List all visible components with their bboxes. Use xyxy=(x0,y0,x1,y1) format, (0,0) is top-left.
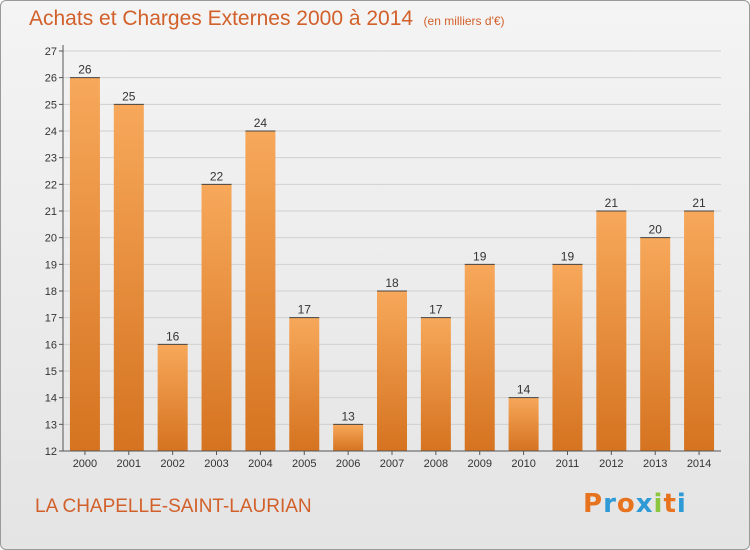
bar-value-label: 17 xyxy=(429,303,443,317)
axis-layer: 12 13 14 15 16 17 18 19 20 21 22 23 24 25 26 27 2000 2001… xyxy=(45,45,721,470)
proxiti-logo[interactable]: Proxiti xyxy=(583,489,687,519)
x-tick-label: 2014 xyxy=(687,458,711,470)
bar xyxy=(464,264,495,451)
bar xyxy=(596,211,627,451)
x-tick-label: 2004 xyxy=(248,458,272,470)
bar-value-label: 16 xyxy=(166,329,180,343)
logo-letter: r xyxy=(603,489,617,519)
x-tick-label: 2000 xyxy=(73,458,97,470)
bar-value-label: 24 xyxy=(254,116,268,130)
x-tick-label: 2011 xyxy=(556,458,580,470)
y-tick-label: 22 xyxy=(45,179,57,191)
place-name: LA CHAPELLE-SAINT-LAURIAN xyxy=(35,496,312,517)
y-tick-label: 26 xyxy=(45,73,57,85)
bar xyxy=(508,397,539,451)
y-tick-label: 20 xyxy=(45,233,57,245)
x-tick-label: 2002 xyxy=(160,458,184,470)
x-tick-label: 2008 xyxy=(424,458,448,470)
y-tick-label: 18 xyxy=(45,286,57,298)
bar xyxy=(640,237,671,451)
y-tick-label: 12 xyxy=(45,446,57,458)
y-tick-label: 13 xyxy=(45,419,57,431)
x-tick-label: 2003 xyxy=(204,458,228,470)
bar xyxy=(245,131,276,451)
bar-value-label: 20 xyxy=(649,223,663,237)
y-tick-label: 21 xyxy=(45,206,57,218)
bar-value-label: 21 xyxy=(605,196,619,210)
bar xyxy=(157,344,188,451)
y-tick-label: 27 xyxy=(45,46,57,58)
bar-value-label: 13 xyxy=(341,409,355,423)
logo-letter: t xyxy=(663,489,677,519)
x-tick-label: 2006 xyxy=(336,458,360,470)
x-tick-label: 2010 xyxy=(511,458,535,470)
logo-letter: x xyxy=(635,489,654,519)
bars-layer xyxy=(69,77,715,452)
bar-value-label: 17 xyxy=(298,303,312,317)
x-tick-label: 2005 xyxy=(292,458,316,470)
x-tick-label: 2007 xyxy=(380,458,404,470)
bar xyxy=(113,104,144,451)
y-tick-label: 17 xyxy=(45,313,57,325)
logo-letter: i xyxy=(653,489,664,519)
bar-value-label: 18 xyxy=(385,276,399,290)
labels-layer: 26 25 16 22 24 17 13 18 17 19 14 19 21 20 21 xyxy=(78,63,706,424)
y-tick-label: 24 xyxy=(45,126,57,138)
bar xyxy=(377,291,407,451)
y-tick-label: 19 xyxy=(45,259,57,271)
bar xyxy=(333,424,364,451)
bar-value-label: 25 xyxy=(122,89,136,103)
title-row: Achats et Charges Externes 2000 à 2014 (… xyxy=(29,7,505,31)
x-tick-label: 2001 xyxy=(117,458,141,470)
chart-subtitle: (en milliers d'€) xyxy=(423,14,505,28)
bar xyxy=(552,264,583,451)
y-tick-label: 25 xyxy=(45,99,57,111)
bar-value-label: 21 xyxy=(692,196,706,210)
bar-value-label: 22 xyxy=(210,169,224,183)
y-tick-label: 16 xyxy=(45,339,57,351)
logo-letter: i xyxy=(676,489,687,519)
y-tick-label: 23 xyxy=(45,153,57,165)
logo-letter: P xyxy=(583,489,604,519)
x-tick-label: 2012 xyxy=(599,458,623,470)
bar xyxy=(684,211,715,451)
bar xyxy=(420,317,451,451)
y-tick-label: 14 xyxy=(45,393,57,405)
bar-value-label: 19 xyxy=(561,249,575,263)
logo-letter: o xyxy=(616,489,636,519)
bar-value-label: 26 xyxy=(78,63,92,77)
bar-value-label: 19 xyxy=(473,249,487,263)
bar xyxy=(69,77,100,452)
x-tick-label: 2009 xyxy=(467,458,491,470)
bar xyxy=(201,184,232,452)
bar xyxy=(289,317,320,451)
y-tick-label: 15 xyxy=(45,366,57,378)
chart-title: Achats et Charges Externes 2000 à 2014 xyxy=(29,7,414,30)
bar-value-label: 14 xyxy=(517,383,531,397)
x-tick-label: 2013 xyxy=(643,458,667,470)
